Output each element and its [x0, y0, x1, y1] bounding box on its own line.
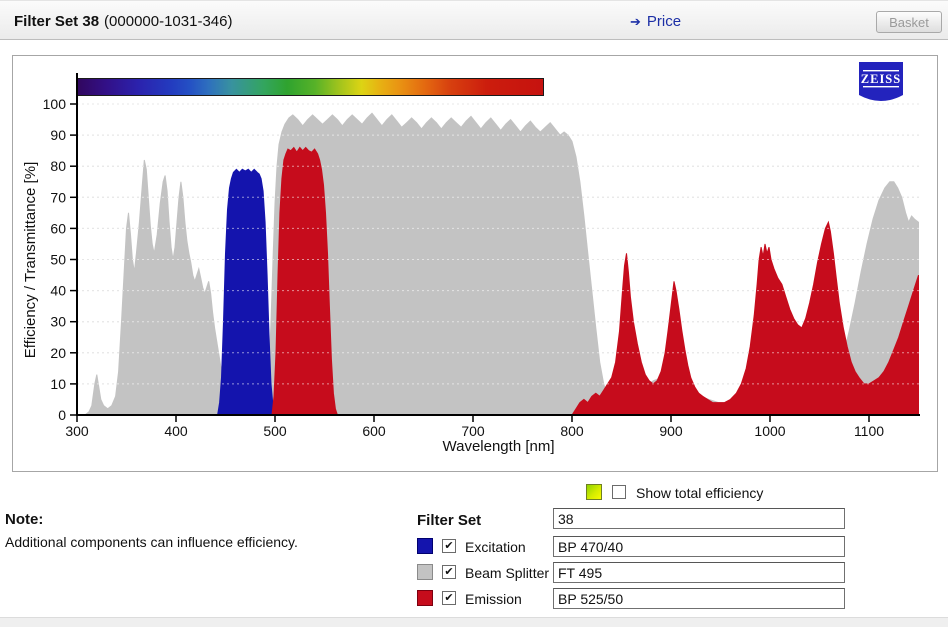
- note-title: Note:: [5, 511, 44, 528]
- excitation-checkbox[interactable]: ✔: [442, 539, 456, 553]
- arrow-right-icon: ➔: [630, 14, 641, 29]
- show-total-efficiency-checkbox[interactable]: ✔: [612, 485, 626, 499]
- svg-text:0: 0: [58, 407, 66, 423]
- basket-button[interactable]: Basket: [876, 11, 942, 33]
- emission-row: ✔ Emission: [415, 588, 860, 612]
- price-link-label: Price: [646, 13, 682, 30]
- excitation-label: Excitation: [465, 539, 526, 555]
- note-block: Note: Additional components can influenc…: [5, 511, 298, 550]
- svg-text:40: 40: [50, 283, 66, 299]
- note-text: Additional components can influence effi…: [5, 534, 298, 550]
- y-axis-label: Efficiency / Transmittance [%]: [22, 161, 39, 359]
- catalog-number: (000000-1031-346): [104, 13, 233, 30]
- svg-text:50: 50: [50, 252, 66, 268]
- price-link[interactable]: ➔ Price: [630, 13, 681, 30]
- svg-text:30: 30: [50, 314, 66, 330]
- filter-component-table: Filter Set ✔ Excitation ✔ Beam Splitter …: [415, 508, 860, 620]
- show-total-efficiency-label: Show total efficiency: [636, 485, 764, 501]
- beam-splitter-row: ✔ Beam Splitter: [415, 562, 860, 586]
- svg-text:20: 20: [50, 345, 66, 361]
- filter-set-row: Filter Set: [415, 508, 860, 532]
- svg-text:70: 70: [50, 189, 66, 205]
- svg-text:60: 60: [50, 220, 66, 236]
- svg-text:300: 300: [65, 423, 89, 439]
- spectra-chart-panel: 0 10 20 30 40 50 60 70 80 90 100 300 400 500 600 700 800…: [12, 55, 938, 472]
- svg-text:400: 400: [164, 423, 188, 439]
- title-bar: Filter Set 38 (000000-1031-346) ➔ Price Ba…: [0, 0, 948, 40]
- beam-splitter-label: Beam Splitter: [465, 565, 550, 581]
- filter-set-label: Filter Set: [417, 512, 482, 529]
- filter-set-title: Filter Set 38: [14, 13, 100, 30]
- total-efficiency-swatch: [586, 484, 602, 500]
- excitation-input[interactable]: [553, 536, 845, 557]
- excitation-row: ✔ Excitation: [415, 536, 860, 560]
- svg-text:10: 10: [50, 376, 66, 392]
- svg-text:900: 900: [659, 423, 683, 439]
- page-title: Filter Set 38 (000000-1031-346): [14, 13, 232, 30]
- svg-text:80: 80: [50, 158, 66, 174]
- zeiss-logo-text: ZEISS: [861, 72, 901, 86]
- svg-text:100: 100: [43, 96, 67, 112]
- filter-set-input[interactable]: [553, 508, 845, 529]
- svg-text:500: 500: [263, 423, 287, 439]
- svg-text:1100: 1100: [854, 423, 884, 439]
- emission-input[interactable]: [553, 588, 845, 609]
- spectra-plot: 0 10 20 30 40 50 60 70 80 90 100 300 400 500 600 700 800…: [43, 73, 920, 439]
- bottom-divider-strip: [0, 617, 948, 627]
- excitation-color-swatch: [417, 538, 433, 554]
- visible-spectrum-bar: [77, 78, 544, 96]
- svg-text:800: 800: [560, 423, 584, 439]
- beam-splitter-color-swatch: [417, 564, 433, 580]
- emission-color-swatch: [417, 590, 433, 606]
- beam-splitter-input[interactable]: [553, 562, 845, 583]
- emission-checkbox[interactable]: ✔: [442, 591, 456, 605]
- x-axis-label: Wavelength [nm]: [442, 438, 555, 455]
- svg-text:1000: 1000: [754, 423, 785, 439]
- svg-text:700: 700: [461, 423, 485, 439]
- emission-label: Emission: [465, 591, 522, 607]
- zeiss-logo: ZEISS: [859, 62, 903, 102]
- beam-splitter-checkbox[interactable]: ✔: [442, 565, 456, 579]
- svg-text:90: 90: [50, 127, 66, 143]
- svg-text:600: 600: [362, 423, 386, 439]
